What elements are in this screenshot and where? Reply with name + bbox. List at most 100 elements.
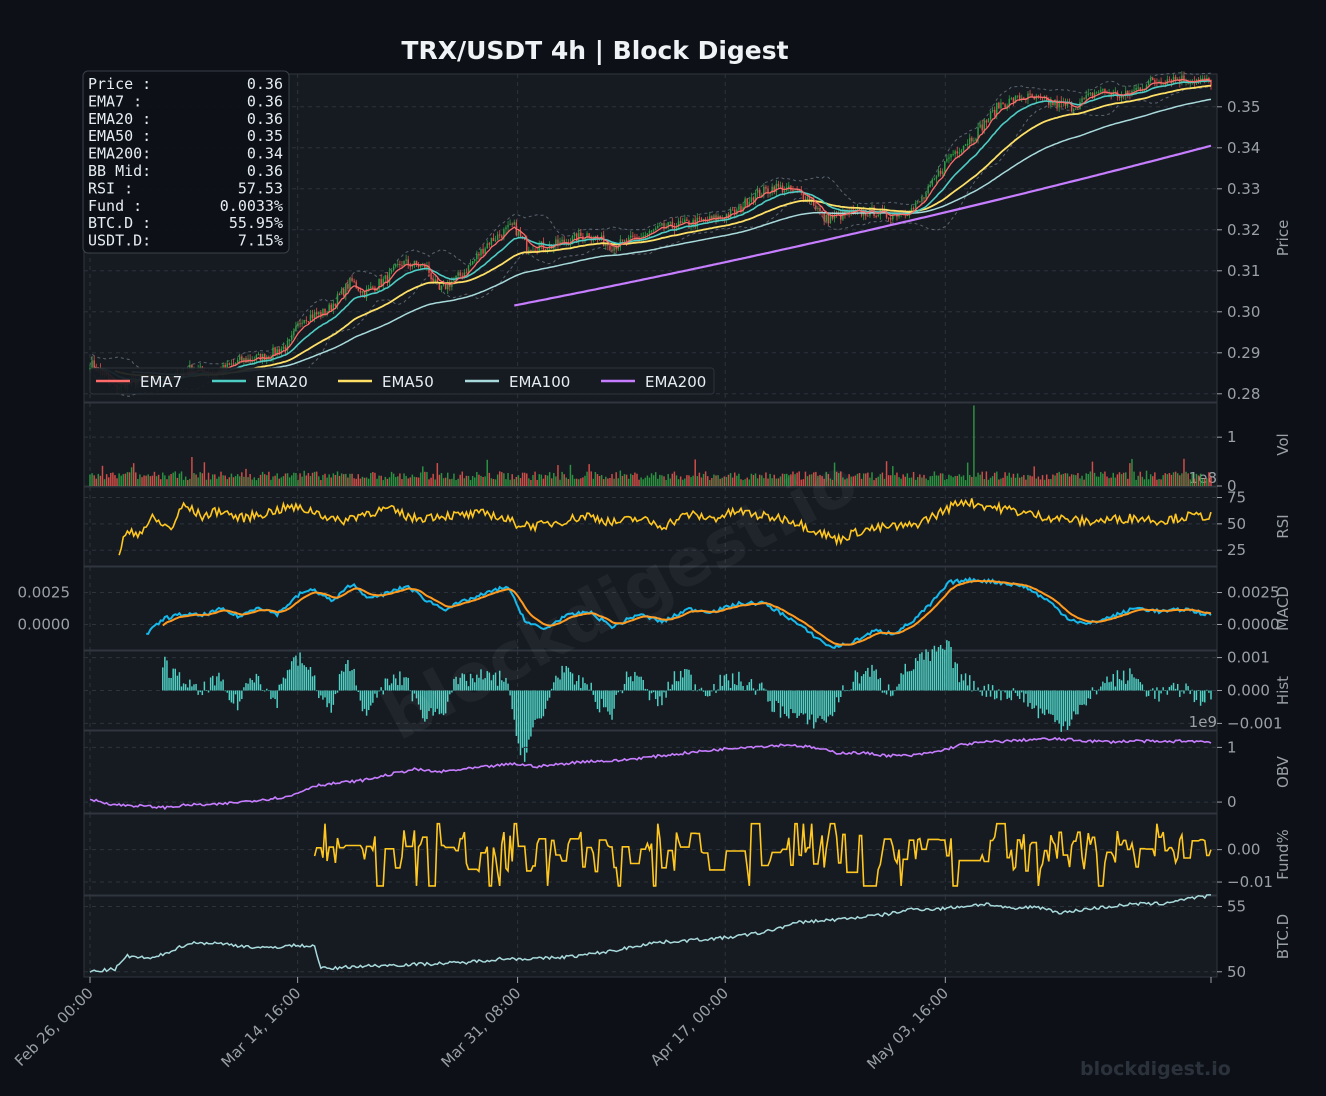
hist-bar — [582, 677, 584, 691]
hist-bar — [467, 686, 470, 691]
hist-bar — [923, 659, 925, 691]
candle-body — [307, 321, 310, 323]
candle-body — [457, 272, 459, 276]
candle-body — [311, 314, 314, 319]
hist-bar — [388, 685, 391, 691]
volume-bar — [742, 480, 744, 486]
volume-bar — [295, 473, 297, 486]
volume-bar — [176, 477, 179, 486]
volume-bar — [806, 476, 809, 486]
candle-body — [436, 279, 439, 284]
hist-bar — [1116, 670, 1119, 691]
candle-body — [733, 209, 736, 214]
volume-bar — [600, 475, 603, 486]
volume-bar — [401, 479, 403, 486]
candle-body — [241, 356, 243, 362]
hist-bar — [1010, 690, 1013, 701]
candle-body — [985, 120, 988, 123]
candle-body — [480, 248, 482, 256]
candle-body — [1085, 95, 1087, 99]
hist-bar — [434, 690, 436, 713]
volume-bar — [232, 477, 235, 486]
volume-bar — [921, 477, 923, 486]
hist-bar — [509, 690, 511, 696]
hist-bar — [220, 681, 222, 691]
volume-bar — [446, 472, 449, 486]
volume-bar — [424, 471, 426, 486]
hist-bar — [555, 675, 557, 691]
volume-bar — [338, 475, 341, 486]
hist-bar — [424, 690, 426, 722]
candle-body — [989, 111, 992, 120]
candle-body — [336, 294, 339, 307]
scale-label-hist: 1e9 — [1189, 713, 1217, 731]
hist-bar — [214, 685, 216, 691]
candle-body — [1168, 79, 1171, 81]
volume-bar — [862, 473, 865, 486]
candle-body — [1135, 88, 1137, 90]
hist-bar — [247, 683, 249, 691]
hist-bar — [979, 690, 981, 692]
candle-body — [532, 250, 534, 252]
candle-body — [946, 158, 948, 162]
hist-bar — [781, 690, 784, 707]
candle-body — [573, 233, 576, 236]
volume-bar — [1139, 471, 1142, 486]
hist-bar — [326, 690, 328, 708]
volume-bar — [392, 473, 395, 486]
hist-bar — [844, 690, 846, 692]
volume-bar — [775, 478, 778, 486]
candle-body — [937, 170, 940, 177]
volume-bar — [203, 462, 206, 486]
hist-bar — [484, 678, 486, 691]
candle-body — [960, 150, 963, 153]
info-value: 55.95% — [229, 214, 283, 232]
candle-body — [461, 275, 464, 278]
candle-body — [1070, 102, 1073, 112]
hist-bar — [251, 679, 253, 691]
hist-bar — [1087, 690, 1090, 699]
volume-bar — [1152, 476, 1154, 486]
hist-bar — [729, 687, 732, 691]
hist-bar — [775, 690, 778, 701]
volume-bar — [197, 477, 199, 486]
hist-bar — [459, 677, 461, 691]
volume-bar — [1145, 470, 1148, 486]
hist-bar — [671, 684, 674, 691]
hist-bar — [578, 675, 580, 691]
volume-bar — [226, 479, 228, 486]
volume-bar — [563, 474, 565, 486]
hist-bar — [413, 690, 416, 694]
volume-bar — [430, 477, 432, 486]
volume-bar — [609, 477, 611, 486]
volume-bar — [1154, 472, 1156, 486]
hist-bar — [263, 690, 266, 692]
candle-body — [1210, 80, 1212, 87]
hist-bar — [278, 684, 280, 691]
hist-bar — [347, 660, 349, 691]
hist-bar — [1122, 670, 1125, 691]
volume-bar — [1058, 471, 1060, 486]
candle-body — [280, 348, 283, 354]
candle-body — [1120, 94, 1123, 98]
candle-body — [877, 214, 879, 217]
hist-bar — [763, 688, 765, 691]
hist-bar — [394, 678, 397, 691]
candle-body — [852, 209, 855, 211]
volume-bar — [846, 478, 848, 486]
candle-body — [1052, 100, 1054, 106]
volume-bar — [498, 471, 501, 486]
volume-bar — [1116, 474, 1119, 486]
hist-bar — [1141, 684, 1144, 691]
ema200-line — [514, 144, 1212, 307]
candle-body — [467, 265, 470, 273]
volume-bar — [889, 475, 892, 486]
volume-bar — [848, 474, 850, 486]
hist-bar — [392, 674, 395, 691]
volume-bar — [126, 472, 129, 486]
hist-bar — [596, 690, 599, 710]
hist-bar — [457, 684, 459, 691]
hist-bar — [511, 690, 513, 710]
volume-bar — [407, 478, 409, 486]
bollinger-lower — [89, 86, 1212, 397]
